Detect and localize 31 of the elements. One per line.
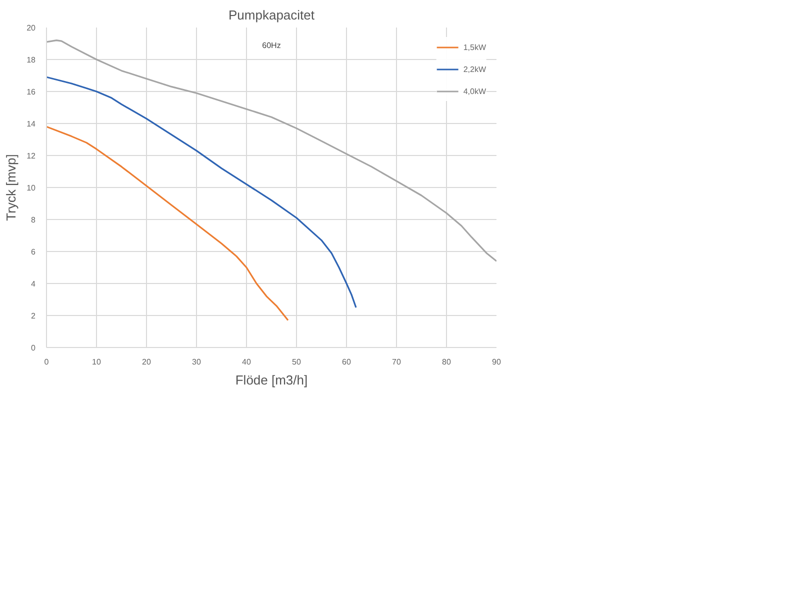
y-tick-label: 0 [31, 344, 36, 352]
line-series [46, 126, 289, 322]
y-tick-label: 4 [31, 280, 36, 288]
x-tick-label: 70 [392, 358, 402, 366]
y-tick-label: 10 [26, 184, 36, 192]
line-series [46, 76, 357, 308]
legend-label: 1,5kW [463, 42, 486, 52]
x-tick-label: 60 [342, 358, 352, 366]
x-tick-label: 50 [292, 358, 302, 366]
x-tick-label: 40 [242, 358, 252, 366]
x-tick-label: 10 [92, 358, 102, 366]
y-tick-label: 20 [26, 24, 36, 32]
y-tick-label: 12 [26, 152, 36, 160]
x-axis-title: Flöde [m3/h] [235, 372, 308, 388]
legend-label: 2,2kW [463, 64, 486, 74]
y-tick-label: 18 [26, 56, 36, 64]
x-tick-label: 80 [442, 358, 452, 366]
annotation: 60Hz [262, 40, 281, 50]
x-tick-label: 20 [142, 358, 152, 366]
y-axis-title: Tryck [mvp] [4, 154, 19, 221]
line-series [46, 40, 496, 262]
y-tick-label: 16 [26, 88, 36, 96]
x-tick-label: 30 [192, 358, 202, 366]
chart-title: Pumpkapacitet [228, 8, 315, 22]
y-tick-label: 2 [31, 312, 36, 320]
x-tick-label: 90 [492, 358, 502, 366]
y-tick-label: 8 [31, 216, 36, 224]
y-tick-label: 6 [31, 248, 36, 256]
legend-label: 4,0kW [463, 86, 486, 96]
x-tick-label: 0 [44, 358, 50, 366]
y-tick-label: 14 [26, 120, 36, 128]
